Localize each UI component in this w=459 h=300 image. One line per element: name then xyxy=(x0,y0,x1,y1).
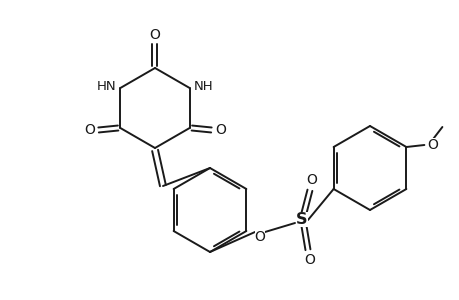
Text: O: O xyxy=(149,28,160,42)
Text: O: O xyxy=(426,138,437,152)
Text: O: O xyxy=(215,123,225,137)
Text: S: S xyxy=(296,212,307,227)
Text: O: O xyxy=(84,123,95,137)
Text: O: O xyxy=(254,230,265,244)
Text: HN: HN xyxy=(96,80,116,92)
Text: O: O xyxy=(306,173,317,187)
Text: NH: NH xyxy=(193,80,213,92)
Text: O: O xyxy=(304,253,315,267)
